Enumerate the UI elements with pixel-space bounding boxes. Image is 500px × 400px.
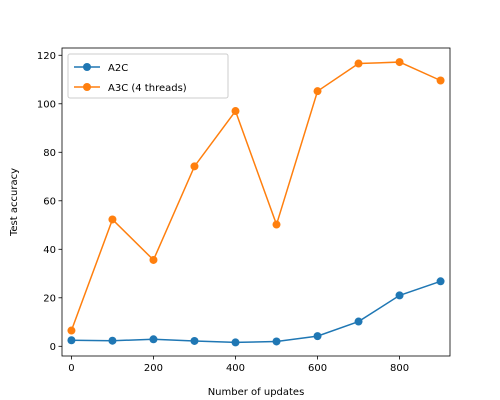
data-point-a3c: [190, 162, 199, 171]
y-tick-label: 80: [43, 148, 56, 159]
data-point-a3c: [231, 107, 240, 116]
legend-entry-a3c: A3C (4 threads): [74, 83, 187, 94]
data-point-a3c: [313, 87, 322, 96]
y-tick-label: 40: [43, 245, 56, 256]
data-point-a3c: [395, 58, 404, 67]
y-tick-label: 0: [50, 342, 56, 353]
data-point-a2c: [149, 335, 158, 344]
y-tick-label: 60: [43, 196, 56, 207]
data-point-a2c: [231, 338, 240, 347]
legend-marker-a2c: [83, 63, 91, 71]
data-point-a2c: [272, 337, 281, 346]
data-point-a2c: [354, 317, 363, 326]
data-point-a3c: [354, 59, 363, 68]
x-tick-label: 400: [226, 363, 245, 374]
series-line-a2c: [71, 280, 441, 344]
data-point-a3c: [149, 255, 158, 264]
data-point-a2c: [313, 332, 322, 341]
legend-label-a3c: A3C (4 threads): [108, 83, 187, 94]
x-tick-label: 800: [390, 363, 409, 374]
y-axis-ticks: 0 20 40 60 80 100 120: [37, 51, 62, 353]
x-axis-label: Number of updates: [208, 387, 305, 398]
series-layer: [67, 58, 445, 347]
legend-marker-a3c: [83, 83, 91, 91]
y-tick-label: 100: [37, 99, 56, 110]
data-point-a2c: [395, 291, 404, 300]
data-point-a3c: [272, 220, 281, 229]
legend-label-a2c: A2C: [108, 63, 128, 74]
y-tick-label: 120: [37, 51, 56, 62]
data-point-a3c: [108, 215, 117, 224]
data-point-a3c: [436, 76, 445, 85]
series-line-a3c: [70, 61, 441, 331]
legend-box: [67, 53, 229, 99]
data-point-a3c: [67, 326, 76, 335]
data-point-a2c: [436, 277, 445, 286]
legend: A2C A3C (4 threads): [67, 53, 229, 99]
x-tick-label: 200: [144, 363, 163, 374]
y-axis-label: Test accuracy: [9, 168, 20, 237]
data-point-a2c: [190, 336, 199, 345]
data-point-a2c: [67, 336, 76, 345]
x-axis-ticks: 0 200 400 600 800: [68, 356, 409, 374]
plot-frame: [61, 47, 451, 357]
data-point-a2c: [108, 336, 117, 345]
legend-entry-a2c: A2C: [74, 63, 128, 74]
y-tick-label: 20: [43, 293, 56, 304]
x-tick-label: 0: [68, 363, 74, 374]
x-tick-label: 600: [308, 363, 327, 374]
